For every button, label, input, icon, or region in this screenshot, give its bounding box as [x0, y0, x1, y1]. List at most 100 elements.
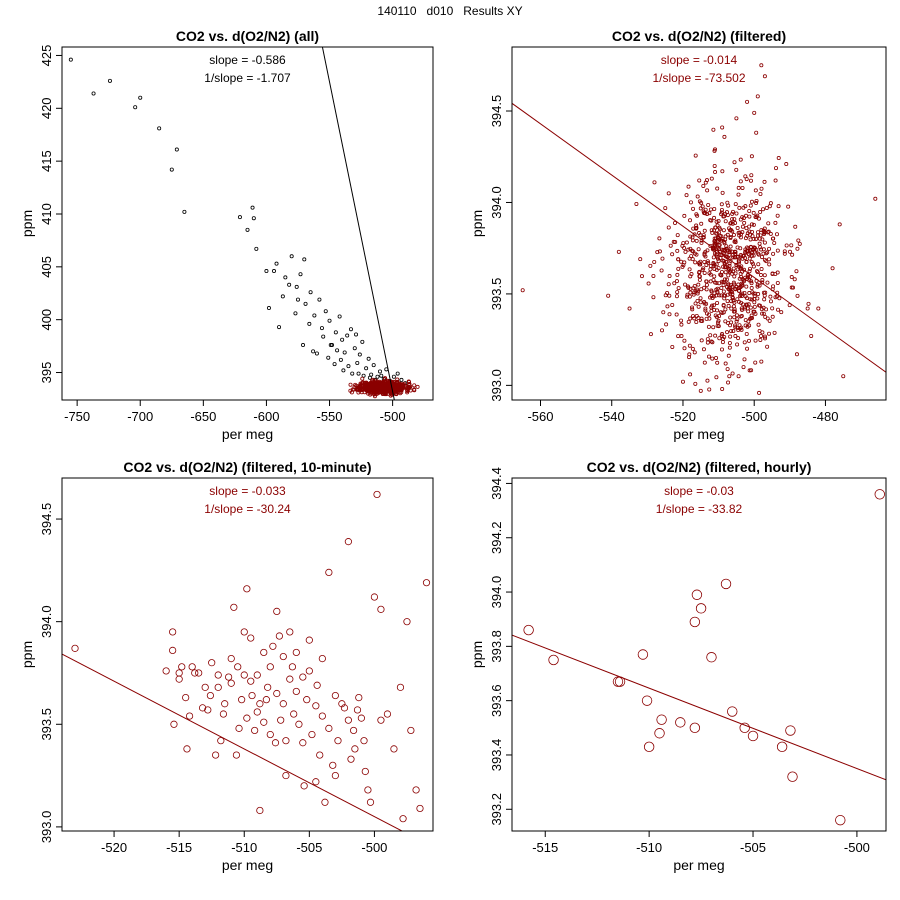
data-point [381, 381, 386, 386]
data-point [300, 782, 308, 790]
x-tick-label: -515 [532, 840, 558, 855]
data-point [523, 624, 534, 636]
data-point [694, 314, 699, 319]
data-point [756, 251, 761, 256]
data-point [706, 324, 711, 329]
data-point [373, 490, 381, 499]
data-point [728, 221, 733, 226]
data-point [732, 309, 737, 314]
data-point [733, 325, 738, 330]
data-point [237, 215, 242, 220]
data-point [316, 751, 324, 759]
data-point [188, 663, 196, 671]
data-point [765, 344, 770, 349]
data-point [271, 739, 280, 747]
data-point [355, 361, 360, 366]
data-point [638, 257, 643, 262]
data-point [742, 357, 747, 362]
data-point [169, 167, 174, 172]
data-point [689, 722, 701, 734]
data-point [744, 284, 749, 289]
data-point [762, 334, 767, 339]
data-point [312, 313, 317, 318]
plot-frame [511, 477, 887, 832]
data-point [771, 236, 776, 241]
data-point [745, 273, 750, 278]
data-point [323, 309, 328, 314]
data-point [251, 726, 259, 735]
data-point [386, 385, 391, 390]
data-point [133, 105, 138, 110]
data-point [68, 57, 73, 62]
x-tick-label: -510 [231, 840, 257, 855]
data-point [767, 257, 772, 262]
data-point [247, 634, 255, 642]
data-point [731, 255, 736, 260]
y-axis-label: ppm [469, 641, 485, 668]
data-point [767, 246, 772, 251]
data-point [738, 157, 743, 162]
data-point [714, 280, 719, 285]
data-point [789, 285, 794, 290]
data-point [752, 300, 757, 305]
data-point [725, 281, 730, 286]
data-point [773, 295, 778, 300]
data-point [728, 334, 733, 339]
data-point [726, 256, 731, 261]
data-point [744, 296, 749, 301]
data-point [773, 220, 778, 225]
data-point [670, 302, 675, 307]
data-point [690, 305, 695, 310]
data-point [736, 374, 741, 379]
data-point [708, 207, 713, 212]
data-point [667, 312, 672, 317]
data-point [245, 227, 250, 232]
data-point [745, 346, 750, 351]
chart-title: CO2 vs. d(O2/N2) (all) [176, 28, 319, 44]
data-point [763, 336, 768, 341]
data-point [696, 289, 701, 294]
data-point [660, 256, 665, 261]
y-tick-label: 400 [39, 309, 54, 331]
data-point [759, 359, 764, 364]
data-point [749, 154, 754, 159]
data-point [706, 652, 717, 663]
figure-title: 140110 d010 Results XY [377, 4, 523, 18]
inverse-slope-annotation: 1/slope = -1.707 [204, 71, 291, 85]
y-tick-label: 393.0 [39, 811, 54, 844]
data-point [256, 700, 264, 708]
data-point [736, 185, 741, 190]
data-point [738, 217, 743, 222]
data-point [377, 716, 385, 724]
data-point [688, 234, 693, 239]
data-point [770, 314, 775, 319]
y-tick-label: 393.0 [489, 369, 504, 402]
data-point [749, 222, 754, 227]
data-point [377, 605, 385, 613]
y-tick-label: 394.4 [489, 467, 504, 500]
data-point [784, 162, 789, 167]
data-point [326, 355, 331, 360]
data-point [735, 325, 740, 330]
data-point [321, 334, 326, 339]
data-point [709, 288, 714, 293]
data-point [768, 231, 773, 236]
data-point [396, 683, 405, 691]
data-point [731, 280, 736, 285]
data-point [383, 710, 392, 718]
data-point [689, 272, 694, 277]
data-point [697, 277, 702, 282]
data-point [755, 284, 760, 289]
data-point [735, 342, 740, 347]
data-point [709, 294, 714, 299]
data-point [738, 292, 743, 297]
data-point [317, 297, 322, 302]
data-point [758, 210, 763, 215]
y-tick-label: 425 [39, 45, 54, 67]
data-point [747, 256, 752, 261]
data-point [685, 294, 690, 299]
data-point [219, 710, 228, 718]
data-point [288, 663, 297, 671]
x-tick-label: -480 [812, 409, 838, 424]
x-tick-label: -700 [127, 409, 153, 424]
